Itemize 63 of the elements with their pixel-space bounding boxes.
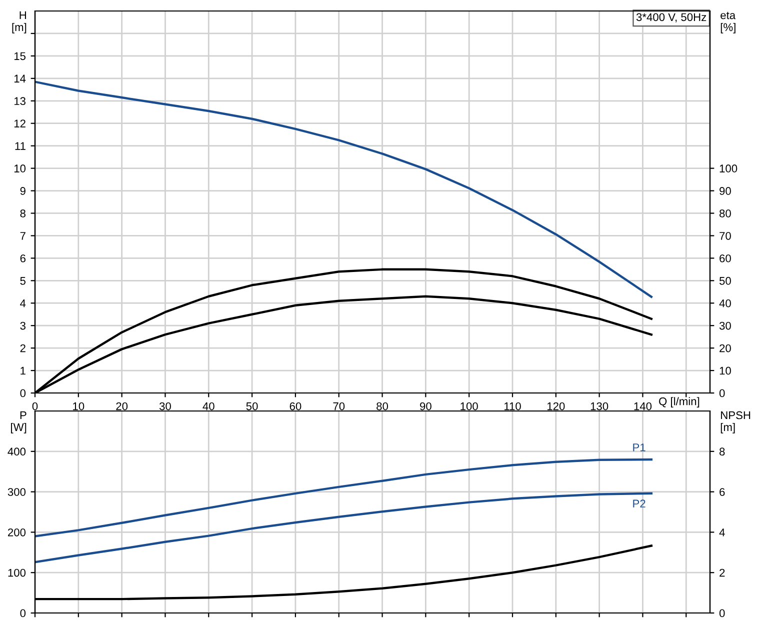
x-tick-label: 10 (73, 402, 84, 410)
x-tick-label: 110 (504, 402, 521, 410)
x-tick-label: 50 (246, 402, 258, 410)
series-label: P2 (633, 500, 646, 508)
y2-tick-label: 70 (720, 232, 731, 240)
y2-tick-label: 20 (720, 344, 731, 352)
series-label: P1 (633, 444, 646, 452)
y-tick-label: 1 (20, 366, 26, 375)
y2-tick-label: 4 (719, 528, 725, 536)
y-tick-label: 6 (20, 254, 26, 262)
y-tick-label: 0 (20, 609, 26, 618)
y2-tick-label: 8 (720, 448, 725, 456)
y-tick-label: 8 (20, 210, 26, 218)
y-tick-label: 200 (8, 528, 26, 536)
y2-tick-label: 10 (720, 366, 731, 375)
y-tick-label: 0 (20, 389, 26, 398)
x-tick-label: 40 (202, 402, 214, 410)
y2-tick-label: 6 (720, 488, 725, 496)
line-series (35, 80, 653, 298)
x-tick-label: 0 (32, 402, 38, 410)
y2-tick-label: 50 (719, 276, 731, 285)
y-tick-label: 14 (14, 74, 26, 82)
y2-axis-title: eta [%] (720, 12, 736, 34)
x-tick-label: 120 (547, 402, 565, 410)
y2-tick-label: 40 (719, 299, 731, 308)
y2-tick-label: 80 (720, 210, 731, 218)
y-tick-label: 13 (14, 97, 26, 106)
y-tick-label: 2 (20, 344, 26, 352)
x-tick-label: 90 (420, 402, 432, 410)
y-tick-label: 400 (8, 448, 26, 456)
y-tick-label: 9 (20, 187, 26, 195)
y-tick-label: 11 (15, 142, 26, 150)
y-axis-title: P [W] (11, 411, 26, 434)
y-tick-label: 7 (20, 232, 26, 240)
y-tick-label: 100 (8, 568, 26, 577)
x-axis-title: Q [l/min] (659, 397, 700, 408)
y2-axis-title: NPSH [m] (720, 411, 750, 434)
x-tick-label: 80 (376, 402, 388, 410)
y-tick-label: 10 (14, 164, 26, 172)
y-tick-label: 12 (14, 120, 26, 128)
y2-tick-label: 30 (719, 322, 731, 330)
annotation: 3*400 V, 50Hz (636, 13, 706, 22)
y-tick-label: 15 (14, 52, 26, 60)
x-tick-label: 100 (460, 402, 478, 410)
y2-tick-label: 0 (719, 609, 725, 618)
y-tick-label: 4 (20, 300, 26, 308)
x-tick-label: 30 (159, 402, 171, 410)
y-axis-title: H [m] (12, 11, 26, 34)
y2-tick-label: 100 (720, 164, 738, 172)
y2-tick-label: 2 (720, 568, 725, 577)
y2-tick-label: 90 (720, 187, 731, 195)
x-tick-label: 130 (590, 402, 608, 410)
y-tick-label: 300 (8, 488, 26, 496)
x-tick-label: 140 (634, 402, 652, 410)
x-tick-label: 70 (333, 402, 345, 410)
line-series (35, 492, 653, 564)
x-tick-label: 60 (290, 402, 302, 410)
y-tick-label: 3 (20, 322, 26, 330)
x-tick-label: 20 (116, 402, 128, 410)
y2-tick-label: 60 (720, 254, 731, 262)
y-tick-label: 5 (20, 277, 26, 285)
y2-tick-label: 0 (719, 389, 725, 398)
line-series (35, 458, 653, 538)
